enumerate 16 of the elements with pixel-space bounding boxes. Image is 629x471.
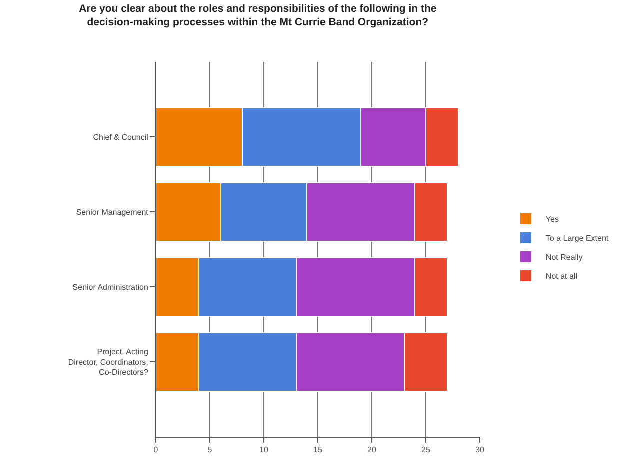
legend-label: Yes [546, 215, 559, 224]
x-tick-label: 25 [422, 446, 431, 455]
legend-label: Not at all [546, 272, 578, 282]
y-tick-label: Project, Acting Director, Coordinators, Co-Directors? [68, 347, 149, 378]
legend-label: Not Really [546, 253, 583, 262]
x-tick-label: 30 [476, 446, 485, 455]
y-tick-label: Senior Management [76, 208, 150, 217]
x-tick-label: 0 [154, 446, 159, 455]
y-tick-label: Chief & Council [93, 132, 149, 142]
x-tick-label: 5 [208, 446, 213, 455]
x-tick-label: 20 [368, 446, 377, 455]
chart-title: Are you clear about the roles and responsibilities of the following in the decision-making processes within the Mt Currie Band Organization? [79, 2, 437, 28]
x-tick-label: 10 [260, 446, 269, 455]
y-tick-label: Senior Administration [72, 282, 148, 292]
legend-label: To a Large Extent [546, 234, 610, 244]
x-tick-label: 15 [314, 446, 323, 455]
